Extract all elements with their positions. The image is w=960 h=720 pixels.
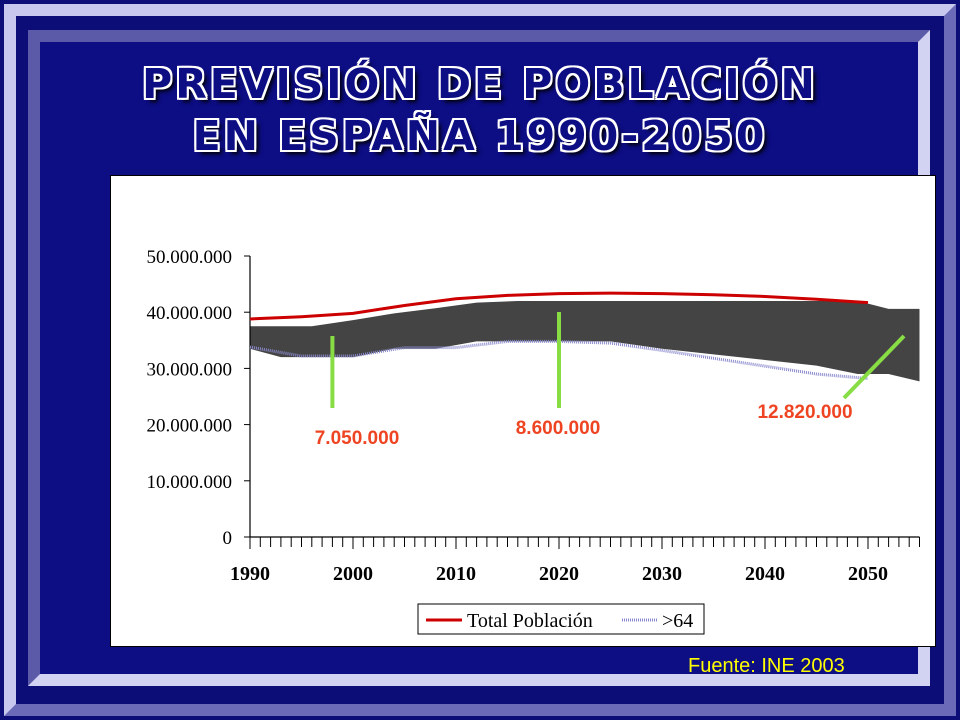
- annotation-label: 12.820.000: [757, 402, 852, 423]
- legend-label-over64: >64: [662, 610, 693, 632]
- x-tick-label: 2030: [642, 563, 682, 585]
- y-tick-label: 40.000.000: [147, 303, 233, 324]
- x-tick-label: 2020: [539, 563, 579, 585]
- y-tick-label: 0: [223, 528, 233, 549]
- chart-area: [110, 175, 936, 647]
- y-tick-label: 50.000.000: [147, 247, 233, 268]
- x-tick-label: 2050: [848, 563, 888, 585]
- x-tick-label: 2000: [333, 563, 373, 585]
- y-tick-label: 10.000.000: [147, 472, 233, 493]
- title-line-1: PREVISIÓN DE POBLACIÓN: [142, 60, 818, 108]
- y-tick-label: 20.000.000: [147, 416, 233, 437]
- x-tick-label: 2010: [436, 563, 476, 585]
- y-tick-label: 30.000.000: [147, 359, 233, 380]
- series-total-line: [249, 291, 869, 321]
- title-line-2: EN ESPAÑA 1990-2050: [192, 112, 768, 160]
- source-note: Fuente: INE 2003: [688, 655, 845, 677]
- annotation-label: 8.600.000: [516, 418, 601, 439]
- annotation-label: 7.050.000: [315, 428, 400, 449]
- x-tick-label: 1990: [230, 563, 270, 585]
- outer-bevel: [4, 4, 956, 716]
- x-tick-label: 2040: [745, 563, 785, 585]
- legend-label-total: Total Población: [467, 610, 593, 632]
- marker-line-3: [842, 334, 906, 400]
